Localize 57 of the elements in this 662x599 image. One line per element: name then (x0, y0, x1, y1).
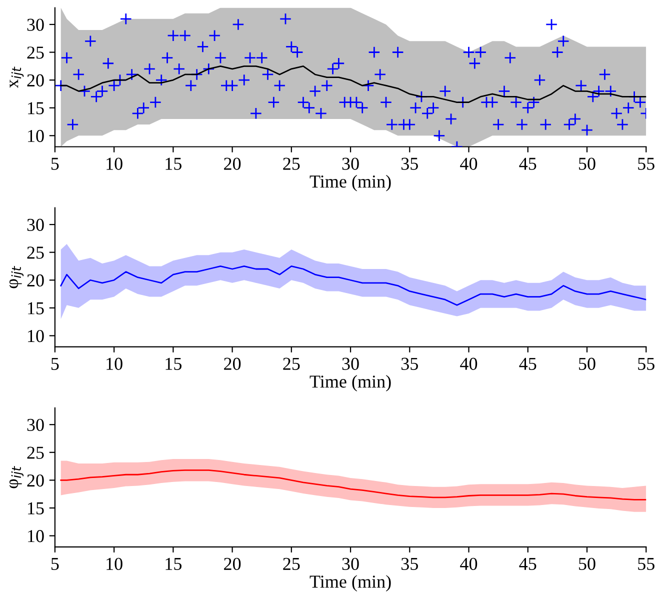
x-tick-label: 50 (579, 558, 596, 570)
x-tick-label: 35 (401, 358, 418, 370)
y-tick-label: 20 (27, 474, 44, 487)
x-tick-label: 55 (638, 358, 654, 370)
y-tick-label: 30 (27, 418, 44, 432)
x-tick-label: 40 (460, 558, 478, 570)
x-tick-label: 30 (342, 558, 359, 570)
x-tick-label: 40 (460, 158, 478, 170)
y-tick-label: 20 (27, 74, 44, 86)
x-tick-label: 50 (579, 358, 596, 370)
x-tick-label: 25 (283, 158, 300, 170)
y-tick-label: 10 (28, 130, 44, 142)
y-tick-label: 10 (28, 530, 44, 542)
line-series (60, 266, 646, 306)
x-tick-label: 5 (51, 358, 59, 370)
x-tick-label: 10 (106, 558, 122, 570)
y-tick-label: 15 (28, 502, 44, 514)
y-tick-label: 25 (27, 46, 44, 59)
x-tick-label: 5 (51, 158, 59, 170)
y-tick-label: 10 (28, 330, 44, 342)
y-tick-label: 15 (28, 102, 44, 114)
x-tick-label: 20 (224, 558, 241, 570)
x-tick-label: 10 (106, 358, 122, 370)
x-tick-label: 40 (460, 358, 478, 370)
x-tick-label: 25 (283, 358, 300, 370)
y-tick-label: 30 (27, 18, 44, 31)
x-axis-title: Time (min) (310, 375, 391, 392)
x-tick-label: 45 (519, 158, 536, 170)
y-axis-title: φ$_{ijt}$ (9, 466, 24, 488)
x-tick-label: 35 (401, 558, 418, 570)
x-tick-label: 15 (166, 158, 182, 170)
x-tick-label: 10 (106, 158, 122, 170)
y-tick-label: 25 (27, 446, 44, 459)
x-tick-label: 45 (519, 358, 536, 370)
y-tick-label: 15 (28, 302, 44, 314)
y-tick-label: 30 (27, 218, 44, 231)
y-tick-label: 25 (27, 246, 44, 259)
x-tick-label: 30 (342, 358, 359, 370)
x-tick-label: 25 (283, 558, 300, 570)
x-tick-label: 55 (638, 158, 654, 170)
x-tick-label: 30 (342, 158, 359, 170)
x-axis-title: Time (min) (310, 174, 391, 192)
x-axis-title: Time (min) (310, 575, 391, 592)
x-tick-label: 35 (401, 158, 418, 170)
x-tick-label: 20 (224, 158, 241, 170)
x-tick-label: 15 (166, 558, 182, 570)
x-tick-label: 55 (638, 558, 654, 570)
x-tick-label: 15 (166, 358, 182, 370)
y-tick-label: 20 (27, 274, 44, 287)
y-axis-title: x$_{ijt}$ (10, 66, 24, 88)
x-tick-label: 20 (224, 358, 241, 370)
x-tick-label: 50 (579, 158, 596, 170)
x-tick-label: 5 (51, 558, 59, 570)
line-series (60, 469, 646, 500)
y-axis-title: φ$_{ijt}$ (9, 266, 24, 288)
x-tick-label: 45 (519, 558, 536, 570)
line-series (60, 65, 646, 103)
